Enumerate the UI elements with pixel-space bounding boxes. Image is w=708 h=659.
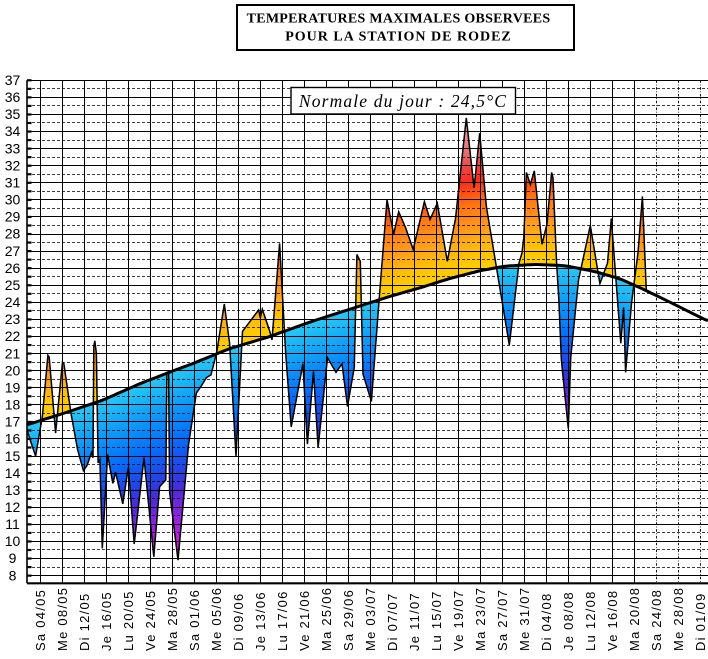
- svg-text:Lu 12/08: Lu 12/08: [583, 590, 598, 651]
- svg-text:8: 8: [9, 567, 17, 583]
- svg-text:20: 20: [5, 362, 21, 378]
- svg-text:Lu 20/05: Lu 20/05: [121, 590, 136, 651]
- svg-text:Ve 24/05: Ve 24/05: [143, 590, 158, 651]
- svg-text:Di 07/07: Di 07/07: [385, 593, 400, 651]
- svg-text:POUR LA STATION DE RODEZ: POUR LA STATION DE RODEZ: [285, 30, 512, 45]
- svg-text:14: 14: [5, 465, 21, 481]
- svg-text:Me 31/07: Me 31/07: [517, 587, 532, 651]
- svg-text:16: 16: [5, 431, 21, 447]
- svg-text:Sa 04/05: Sa 04/05: [33, 589, 48, 651]
- svg-text:Sa 27/07: Sa 27/07: [495, 589, 510, 651]
- svg-text:Sa 29/06: Sa 29/06: [341, 589, 356, 651]
- svg-text:Di 09/06: Di 09/06: [231, 593, 246, 651]
- svg-text:23: 23: [5, 311, 21, 327]
- svg-text:37: 37: [5, 72, 21, 88]
- svg-text:Ma 20/08: Ma 20/08: [627, 587, 642, 651]
- svg-text:31: 31: [5, 175, 21, 191]
- svg-text:25: 25: [5, 277, 21, 293]
- svg-text:Me 05/06: Me 05/06: [209, 587, 224, 651]
- svg-text:13: 13: [5, 482, 21, 498]
- svg-text:Ma 28/05: Ma 28/05: [165, 587, 180, 651]
- svg-text:Je 08/08: Je 08/08: [561, 591, 576, 651]
- svg-text:30: 30: [5, 192, 21, 208]
- svg-text:21: 21: [5, 345, 21, 361]
- svg-text:Ve 19/07: Ve 19/07: [451, 590, 466, 651]
- svg-text:Lu 17/06: Lu 17/06: [275, 590, 290, 651]
- svg-text:29: 29: [5, 209, 21, 225]
- svg-text:Je 11/07: Je 11/07: [407, 592, 422, 651]
- svg-text:Lu 15/07: Lu 15/07: [429, 590, 444, 651]
- svg-text:17: 17: [5, 414, 21, 430]
- svg-text:Sa 24/08: Sa 24/08: [649, 589, 664, 651]
- svg-text:26: 26: [5, 260, 21, 276]
- svg-text:Normale du jour : 24,5°C: Normale du jour : 24,5°C: [298, 91, 507, 111]
- svg-text:TEMPERATURES MAXIMALES OBSERVE: TEMPERATURES MAXIMALES OBSERVEES: [247, 12, 551, 27]
- svg-text:Ma 25/06: Ma 25/06: [319, 587, 334, 651]
- svg-text:32: 32: [5, 157, 21, 173]
- svg-text:35: 35: [5, 106, 21, 122]
- svg-text:Di 12/05: Di 12/05: [77, 593, 92, 651]
- svg-text:27: 27: [5, 243, 21, 259]
- svg-text:28: 28: [5, 226, 21, 242]
- svg-text:36: 36: [5, 89, 21, 105]
- svg-text:Sa 01/06: Sa 01/06: [187, 589, 202, 651]
- svg-text:Ma 23/07: Ma 23/07: [473, 587, 488, 651]
- svg-text:Ve 16/08: Ve 16/08: [605, 590, 620, 651]
- svg-text:24: 24: [5, 294, 21, 310]
- svg-text:Di 04/08: Di 04/08: [539, 593, 554, 651]
- svg-text:19: 19: [5, 379, 21, 395]
- svg-text:Je 16/05: Je 16/05: [99, 591, 114, 651]
- svg-text:22: 22: [5, 328, 21, 344]
- svg-text:Ve 21/06: Ve 21/06: [297, 590, 312, 651]
- svg-text:Di 01/09: Di 01/09: [693, 593, 708, 651]
- svg-text:18: 18: [5, 397, 21, 413]
- svg-text:34: 34: [5, 123, 21, 139]
- svg-text:11: 11: [5, 516, 20, 532]
- svg-text:9: 9: [9, 550, 17, 566]
- svg-text:12: 12: [5, 499, 21, 515]
- svg-text:10: 10: [5, 533, 21, 549]
- svg-text:15: 15: [5, 448, 21, 464]
- svg-text:Je 13/06: Je 13/06: [253, 591, 268, 651]
- svg-text:Me 03/07: Me 03/07: [363, 587, 378, 651]
- svg-text:Me 08/05: Me 08/05: [55, 587, 70, 651]
- svg-text:Me 28/08: Me 28/08: [671, 587, 686, 651]
- svg-text:33: 33: [5, 140, 21, 156]
